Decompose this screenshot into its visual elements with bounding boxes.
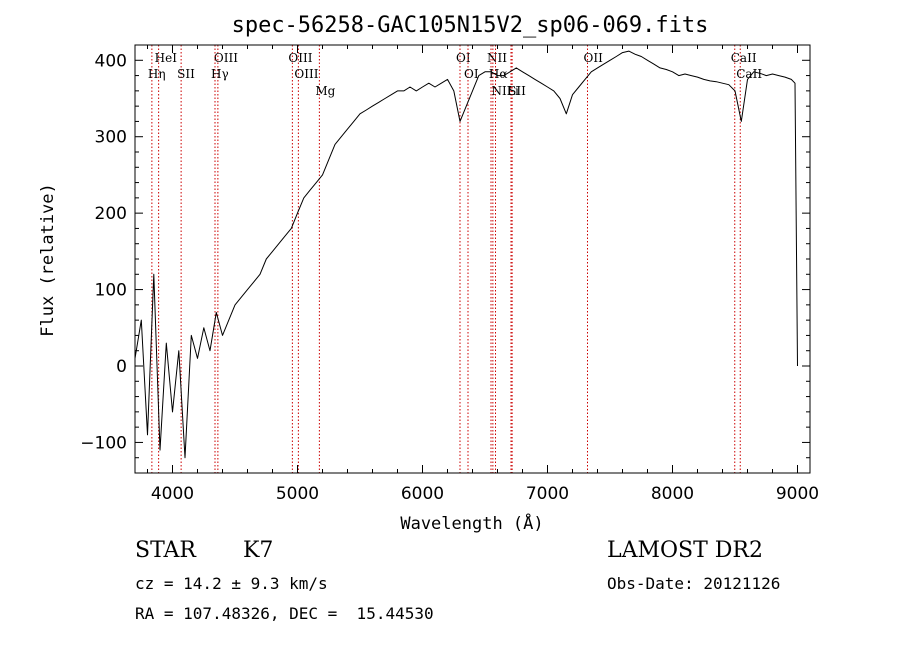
spectral-line-label: SII [177, 67, 195, 81]
x-tick-label: 6000 [401, 484, 444, 504]
y-tick-label: 100 [95, 281, 127, 301]
spectral-line-label: OIII [294, 67, 318, 81]
y-tick-label: 400 [95, 51, 127, 71]
spectral-line-label: OI [464, 67, 479, 81]
spectral-line-label: NII [492, 84, 512, 98]
y-tick-label: 300 [95, 128, 127, 148]
spectral-line-label: OII [584, 51, 604, 65]
x-tick-label: 7000 [526, 484, 569, 504]
object-class: STAR [135, 538, 196, 563]
spectral-line-label: Hα [489, 67, 508, 81]
y-tick-label: 200 [95, 204, 127, 224]
spectral-line-label: Mg [315, 84, 335, 98]
spectral-line-label: Hγ [211, 67, 229, 81]
axes: 4000 5000 6000 7000 8000 9000 −100 0 100 200 300 40… [80, 44, 819, 504]
spectral-line-label: HeI [155, 51, 178, 65]
spectral-line-label: Hη [148, 67, 166, 81]
spectral-line-label: CaII [736, 67, 762, 81]
survey-name: LAMOST DR2 [607, 538, 763, 563]
spectral-line-label: NII [487, 51, 507, 65]
redshift-cz: cz = 14.2 ± 9.3 km/s [135, 574, 328, 593]
x-tick-label: 8000 [651, 484, 694, 504]
flux-line [134, 50, 798, 459]
spectral-line-label: SII [508, 84, 526, 98]
obs-date: Obs-Date: 20121126 [607, 574, 781, 593]
ra-dec: RA = 107.48326, DEC = 15.44530 [135, 604, 434, 623]
chart-title: spec-56258-GAC105N15V2_sp06-069.fits [232, 13, 709, 38]
y-axis-label: Flux (relative) [38, 183, 58, 337]
y-tick-label: 0 [116, 357, 127, 377]
spectral-line-label: OIII [214, 51, 238, 65]
x-tick-label: 9000 [776, 484, 819, 504]
x-tick-label: 4000 [151, 484, 194, 504]
spectral-line-label: OIII [288, 51, 312, 65]
spectrum-series [134, 50, 798, 459]
object-subclass: K7 [243, 538, 274, 563]
x-tick-label: 5000 [276, 484, 319, 504]
spectral-line-label: OI [456, 51, 471, 65]
spectral-line-label: Li [507, 84, 519, 98]
y-tick-label: −100 [80, 433, 127, 453]
plot-frame [134, 44, 811, 474]
spectral-line-label: CaII [731, 51, 757, 65]
x-axis-label: Wavelength (Å) [400, 512, 543, 534]
